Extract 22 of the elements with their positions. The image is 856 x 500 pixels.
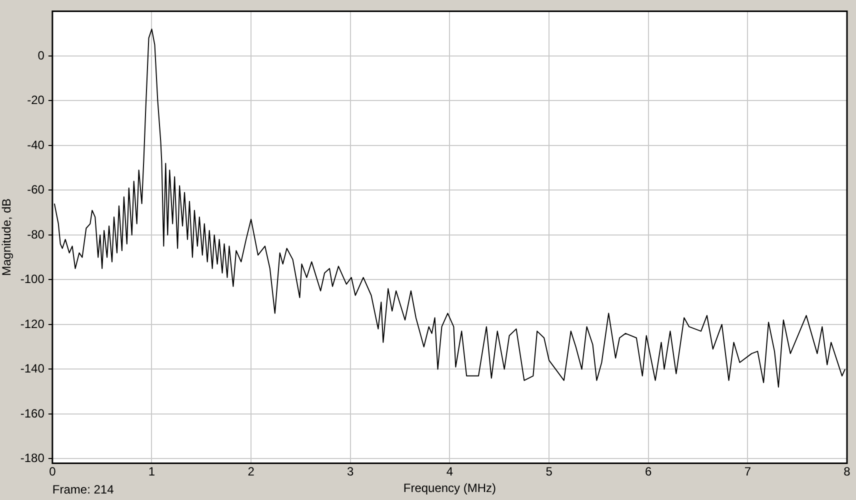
y-axis-title: Magnitude, dB <box>0 198 14 276</box>
y-tick-label: -120 <box>20 316 45 331</box>
text: Frame: 214 <box>52 482 114 496</box>
x-tick-label: 7 <box>744 464 752 479</box>
x-tick-label: 8 <box>844 464 851 479</box>
x-tick-label: 1 <box>148 464 156 479</box>
y-tick-label: -180 <box>20 451 45 466</box>
y-tick-label: -80 <box>27 227 45 242</box>
x-tick-label: 0 <box>49 464 56 479</box>
x-tick-label: 2 <box>248 464 255 479</box>
x-tick-label: 5 <box>546 464 553 479</box>
y-tick-label: 0 <box>38 48 45 62</box>
y-tick-label: -100 <box>20 272 45 286</box>
y-tick-label: -60 <box>27 182 45 197</box>
x-tick-label: 4 <box>446 464 454 479</box>
y-tick-label: -140 <box>20 362 45 376</box>
x-tick-label: 6 <box>645 464 652 479</box>
x-tick-label: 3 <box>347 464 354 479</box>
x-axis-title: Frequency (MHz) <box>403 481 496 496</box>
y-tick-label: -20 <box>27 93 45 108</box>
y-tick-label: -160 <box>20 406 45 420</box>
y-tick-label: -40 <box>27 138 45 152</box>
